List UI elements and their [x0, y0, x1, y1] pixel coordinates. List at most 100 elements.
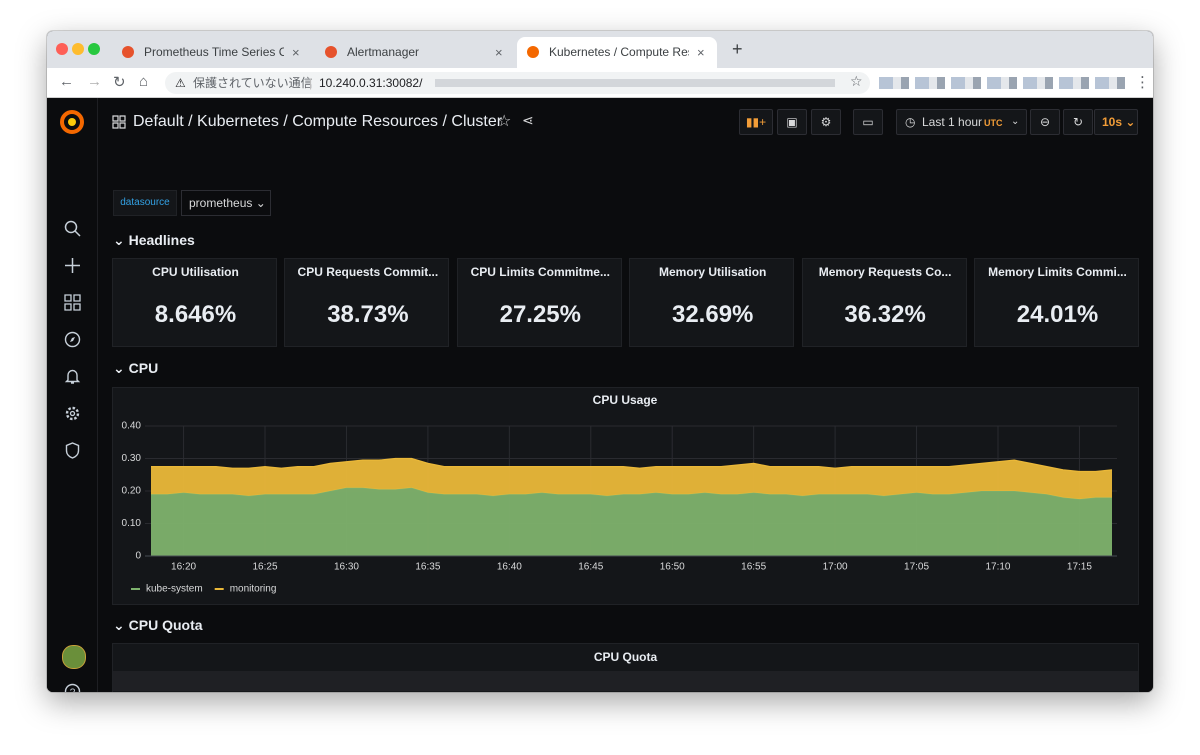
grafana-logo[interactable]	[59, 109, 85, 135]
stat-title: CPU Utilisation	[152, 265, 239, 279]
search-icon[interactable]	[64, 220, 81, 237]
stat-value: 8.646%	[154, 301, 237, 328]
settings-button[interactable]: ⚙	[811, 109, 841, 135]
user-avatar[interactable]	[62, 645, 86, 669]
home-button[interactable]: ⌂	[139, 73, 149, 90]
help-icon[interactable]: ?	[64, 683, 81, 692]
explore-icon[interactable]	[64, 331, 81, 348]
table-title: CPU Quota	[593, 650, 658, 664]
forward-button[interactable]: →	[87, 73, 102, 90]
separator: |	[309, 76, 313, 90]
tab-title: Prometheus Time Series Collec	[144, 45, 284, 59]
close-window[interactable]	[56, 43, 68, 55]
tab[interactable]: Alertmanager ×	[315, 37, 515, 68]
stat-panel: CPU Requests Commit... 38.73%	[284, 258, 450, 347]
stat-value: 24.01%	[1016, 301, 1099, 328]
row-header[interactable]: ⌄ Headlines	[113, 232, 195, 248]
refresh-value: 10s	[1102, 115, 1123, 129]
dashboard-grid-icon	[112, 115, 126, 129]
blurred-url	[435, 79, 835, 87]
x-tick-label: 16:20	[171, 562, 196, 573]
x-tick-label: 17:05	[904, 562, 929, 573]
maximize-window[interactable]	[88, 43, 100, 55]
variable-value: prometheus	[189, 196, 253, 210]
table-header-bg	[113, 671, 1138, 691]
stat-title: Memory Requests Co...	[818, 265, 952, 279]
tab-close[interactable]: ×	[292, 45, 300, 60]
star-button[interactable]: ☆	[497, 113, 512, 130]
stat-value: 38.73%	[327, 301, 409, 328]
browser-window: + Prometheus Time Series Collec×Alertman…	[47, 31, 1153, 692]
bookmark-star[interactable]: ☆	[850, 73, 863, 89]
stat-panel: Memory Limits Commi... 24.01%	[974, 258, 1139, 347]
icon-shape	[64, 220, 78, 234]
reload-button[interactable]: ↻	[113, 74, 126, 91]
admin-icon[interactable]	[64, 442, 81, 459]
variable-select[interactable]: prometheus ⌄	[181, 190, 271, 216]
create-icon[interactable]	[64, 257, 81, 274]
tab-close[interactable]: ×	[495, 45, 503, 60]
chart: CPU Usage 0 0.10 0.20 0.30 0.40 16:20 16:25 16:…	[122, 393, 1117, 595]
config-icon[interactable]	[64, 405, 81, 422]
zoom-out-button[interactable]: ⊖	[1030, 109, 1060, 135]
stat-panel: Memory Utilisation 32.69%	[629, 258, 795, 347]
tab-title: Kubernetes / Compute Resourc	[549, 45, 689, 59]
tv-mode-button[interactable]: ▭	[853, 109, 883, 135]
x-tick-label: 16:35	[415, 562, 440, 573]
icon-shape	[112, 115, 126, 129]
x-tick-label: 16:50	[660, 562, 685, 573]
legend-label: monitoring	[230, 584, 277, 595]
minimize-window[interactable]	[72, 43, 84, 55]
stat-value: 36.32%	[844, 301, 926, 328]
chart-title: CPU Usage	[593, 393, 658, 407]
tab-bar: + Prometheus Time Series Collec×Alertman…	[47, 31, 1153, 68]
tab-icon	[527, 46, 539, 58]
url-text: 10.240.0.31:30082/	[319, 76, 423, 90]
x-tick-label: 17:10	[985, 562, 1010, 573]
tab-close[interactable]: ×	[697, 45, 705, 60]
tab-icon	[122, 46, 134, 58]
save-button[interactable]: ▣	[777, 109, 807, 135]
y-tick-label: 0.30	[122, 453, 142, 464]
new-tab[interactable]: +	[732, 39, 743, 59]
alerting-icon[interactable]	[64, 368, 81, 385]
url-field[interactable]: ⚠ 保護されていない通信 | 10.240.0.31:30082/	[165, 72, 870, 94]
refresh-button[interactable]: ↻	[1063, 109, 1093, 135]
y-tick-label: 0.40	[122, 421, 142, 432]
icon-shape	[74, 230, 81, 237]
y-tick-label: 0	[135, 551, 141, 562]
stat-panel: CPU Utilisation 8.646%	[112, 258, 277, 347]
address-bar: ← → ↻ ⌂ ⚠ 保護されていない通信 | 10.240.0.31:30082…	[47, 68, 1153, 98]
blurred-extensions	[879, 77, 1129, 89]
table-panel: CPU Quota	[112, 643, 1139, 692]
x-tick-label: 16:30	[334, 562, 359, 573]
row-header[interactable]: ⌄ CPU	[113, 360, 159, 376]
stat-value: 27.25%	[499, 301, 581, 328]
icon-glyph: ?	[70, 688, 76, 693]
x-tick-label: 17:00	[823, 562, 848, 573]
tab[interactable]: Prometheus Time Series Collec ×	[112, 37, 312, 68]
tab-title: Alertmanager	[347, 45, 420, 59]
tab[interactable]: Kubernetes / Compute Resourc ×	[517, 37, 717, 68]
line	[151, 457, 1113, 473]
row-title: CPU	[128, 360, 159, 376]
stat-title: CPU Requests Commit...	[297, 265, 439, 279]
row-header[interactable]: ⌄ CPU Quota	[113, 617, 203, 633]
y-tick-label: 0.20	[122, 486, 142, 497]
dashboards-icon[interactable]	[64, 294, 81, 311]
time-picker[interactable]: ◷ Last 1 hour UTC ⌄	[896, 109, 1027, 135]
clock-icon: ◷	[905, 115, 916, 129]
refresh-interval[interactable]: 10s ⌄	[1094, 109, 1138, 135]
share-button[interactable]: ⋖	[522, 112, 534, 128]
timezone: UTC	[984, 118, 1003, 128]
back-button[interactable]: ←	[59, 73, 74, 90]
time-range: Last 1 hour	[922, 115, 983, 129]
icon-shape	[65, 406, 80, 421]
breadcrumb[interactable]: Default / Kubernetes / Compute Resources…	[133, 113, 503, 130]
x-tick-label: 17:15	[1067, 562, 1092, 573]
icon-shape	[64, 369, 81, 384]
menu-button[interactable]: ⋮	[1135, 74, 1150, 91]
add-panel-button[interactable]: ▮▮+	[739, 109, 773, 135]
icon-shape	[64, 294, 81, 311]
